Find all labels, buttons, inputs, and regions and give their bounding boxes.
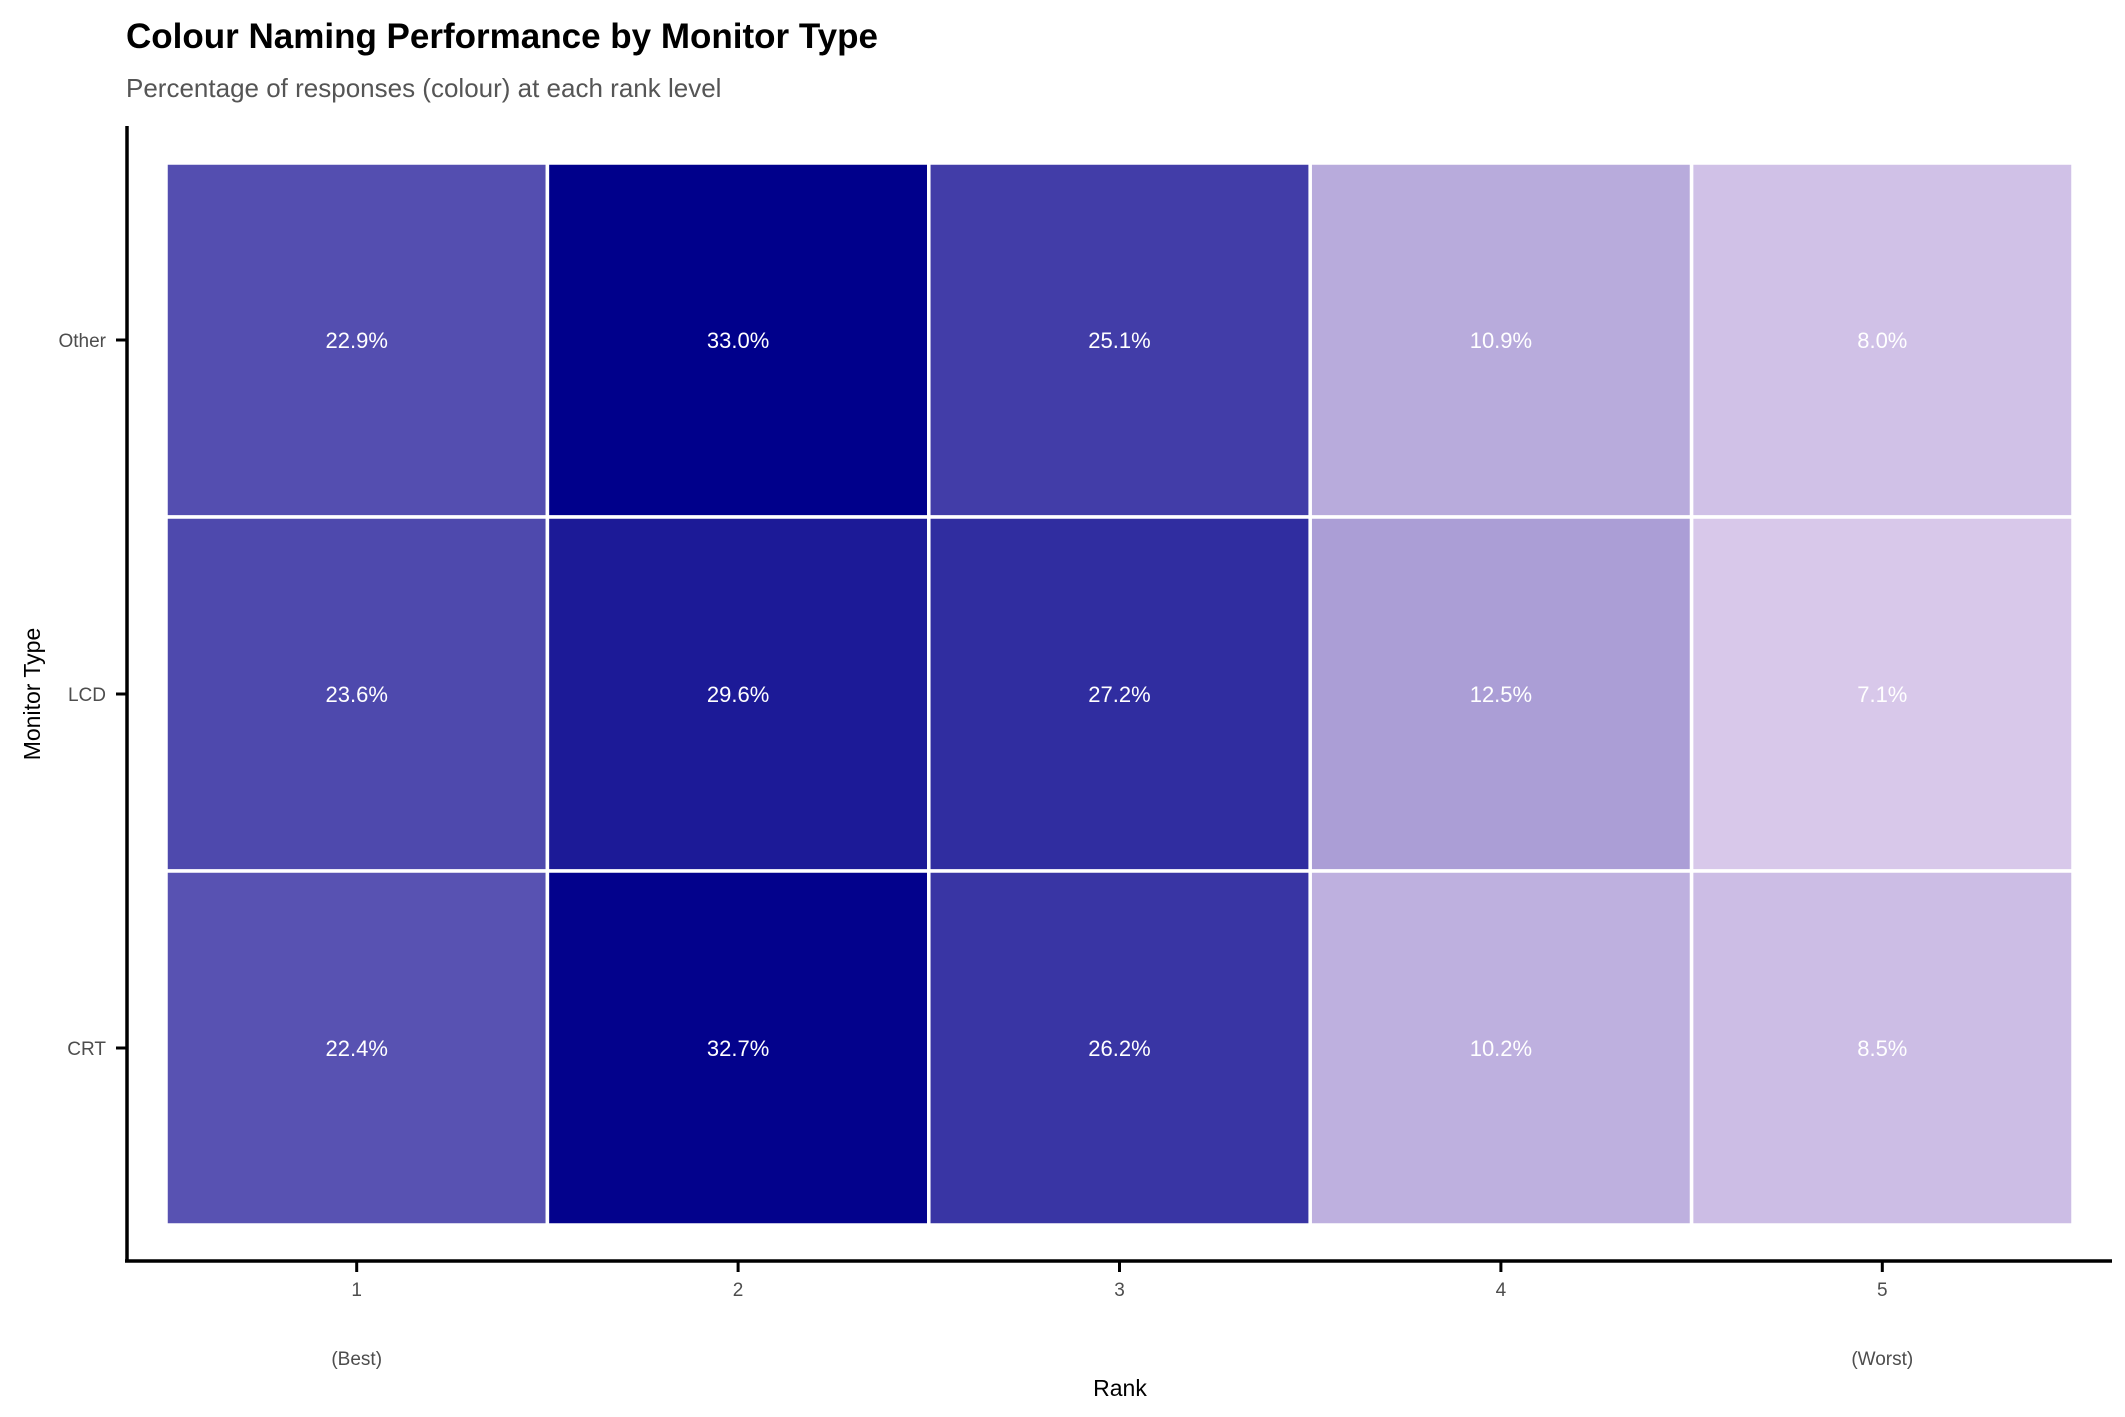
x-tick-sublabel: (Worst) [1851,1349,1913,1370]
cell-value-label: 25.1% [1088,328,1150,353]
x-axis-title: Rank [1093,1375,1147,1401]
cell-value-label: 33.0% [707,328,769,353]
heatmap-cell [1689,161,2075,519]
heatmap-cell [545,161,931,519]
cell-value-label: 29.6% [707,682,769,707]
heatmap-cell [1308,161,1694,519]
x-tick-label: 5 [1877,1280,1888,1301]
cell-value-label: 23.6% [326,682,388,707]
x-axis-ticks: 1 (Best) 2 3 4 5 (Worst) [331,1262,1913,1370]
cell-value-label: 7.1% [1857,682,1907,707]
y-axis-ticks: Other LCD CRT [58,331,126,1060]
heatmap-cell [927,161,1312,519]
cell-value-label: 8.5% [1857,1036,1907,1061]
heatmap-cell [545,869,931,1227]
cell-value-label: 10.9% [1470,328,1532,353]
cell-value-label: 10.2% [1470,1036,1532,1061]
cell-value-label: 27.2% [1088,682,1150,707]
x-tick-label: 1 [351,1280,362,1301]
x-tick-label: 4 [1496,1280,1507,1301]
heatmap-cell [1689,869,2075,1227]
cell-value-label: 8.0% [1857,328,1907,353]
heatmap-cell [164,515,550,873]
cell-value-label: 32.7% [707,1036,769,1061]
heatmap-cell [927,869,1312,1227]
cell-value-label: 12.5% [1470,682,1532,707]
cell-value-label: 22.4% [326,1036,388,1061]
heatmap-cells: 22.9% 33.0% 25.1% 10.9% 8.0% 23.6% 29.6% 27.2% 1… [164,161,2075,1227]
y-tick-label: Other [58,331,106,352]
x-tick-label: 2 [733,1280,744,1301]
x-tick-sublabel: (Best) [331,1349,382,1370]
heatmap-cell [1689,515,2075,873]
cell-value-label: 22.9% [326,328,388,353]
heatmap-cell [1308,869,1694,1227]
y-tick-label: LCD [68,685,106,706]
y-tick-label: CRT [67,1039,106,1060]
heatmap-cell [164,161,550,519]
cell-value-label: 26.2% [1088,1036,1150,1061]
chart-title: Colour Naming Performance by Monitor Typ… [126,17,878,56]
heatmap-cell [927,515,1312,873]
y-axis-title: Monitor Type [19,628,45,761]
chart-subtitle: Percentage of responses (colour) at each… [126,73,721,103]
x-tick-label: 3 [1114,1280,1125,1301]
